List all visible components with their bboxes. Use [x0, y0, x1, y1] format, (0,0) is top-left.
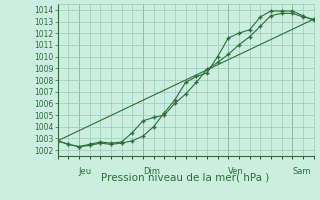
Text: Jeu: Jeu: [79, 167, 92, 176]
Text: Ven: Ven: [228, 167, 244, 176]
Text: Dim: Dim: [143, 167, 160, 176]
Text: Sam: Sam: [292, 167, 311, 176]
X-axis label: Pression niveau de la mer( hPa ): Pression niveau de la mer( hPa ): [101, 173, 270, 183]
